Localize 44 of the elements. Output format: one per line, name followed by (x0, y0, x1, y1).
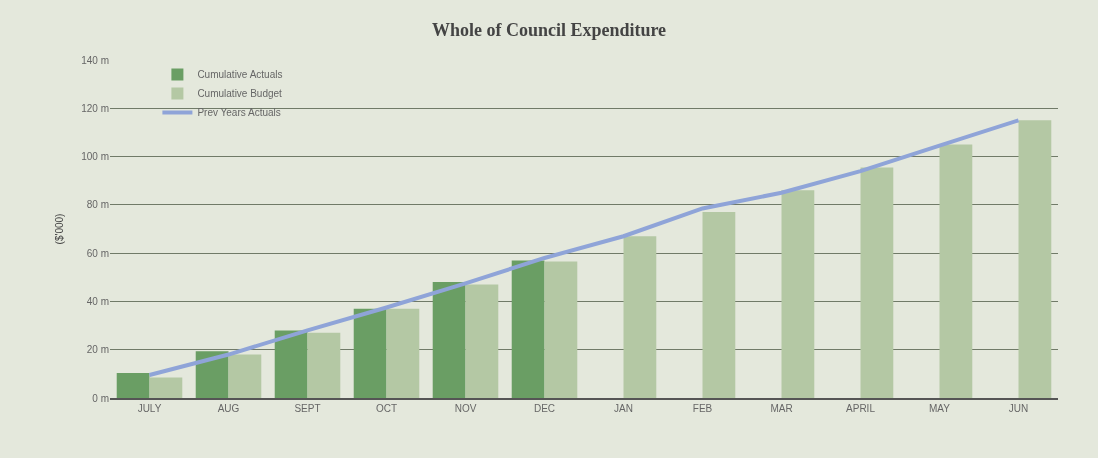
x-tick-label: NOV (454, 403, 477, 414)
y-axis-title: ($'000) (54, 213, 66, 245)
y-tick-label: 80 m (86, 199, 109, 211)
bar (702, 212, 736, 398)
bar (353, 308, 387, 398)
bar (149, 377, 183, 398)
bar (544, 261, 578, 398)
bar (939, 144, 973, 398)
x-tick-label: DEC (533, 403, 556, 414)
bar (228, 354, 262, 398)
bar (307, 332, 341, 398)
y-tick-label: 60 m (86, 247, 109, 259)
y-tick-label: 140 m (81, 54, 109, 66)
bar (1018, 120, 1052, 398)
x-tick-label: SEPT (294, 403, 321, 414)
line-series (147, 118, 1021, 378)
legend-label: Cumulative Actuals (197, 69, 283, 81)
x-tick-label: MAY (929, 403, 951, 414)
legend-label: Prev Years Actuals (197, 107, 281, 119)
x-tick-label: APRIL (846, 403, 876, 414)
y-tick-label: 0 m (92, 392, 109, 404)
bar (116, 372, 150, 398)
y-tick-label: 120 m (81, 102, 109, 114)
x-tick-label: JAN (614, 403, 633, 414)
y-tick-label: 100 m (81, 151, 109, 163)
x-tick-label: MAR (770, 403, 793, 414)
chart-title: Whole of Council Expenditure (431, 19, 667, 40)
bar (274, 330, 308, 398)
bar (465, 284, 499, 398)
bar (781, 190, 815, 398)
bar (432, 282, 466, 398)
x-tick-label: AUG (217, 403, 240, 414)
bar (195, 351, 229, 398)
bar (511, 260, 545, 398)
legend-label: Cumulative Budget (197, 88, 283, 100)
bar (860, 167, 894, 398)
bar (623, 236, 657, 398)
bar (386, 308, 420, 398)
y-tick-label: 20 m (86, 344, 109, 356)
x-tick-label: FEB (692, 403, 713, 414)
x-tick-label: OCT (375, 403, 398, 414)
x-tick-label: JUN (1008, 403, 1029, 414)
y-tick-label: 40 m (86, 295, 109, 307)
x-tick-label: JULY (137, 403, 162, 414)
